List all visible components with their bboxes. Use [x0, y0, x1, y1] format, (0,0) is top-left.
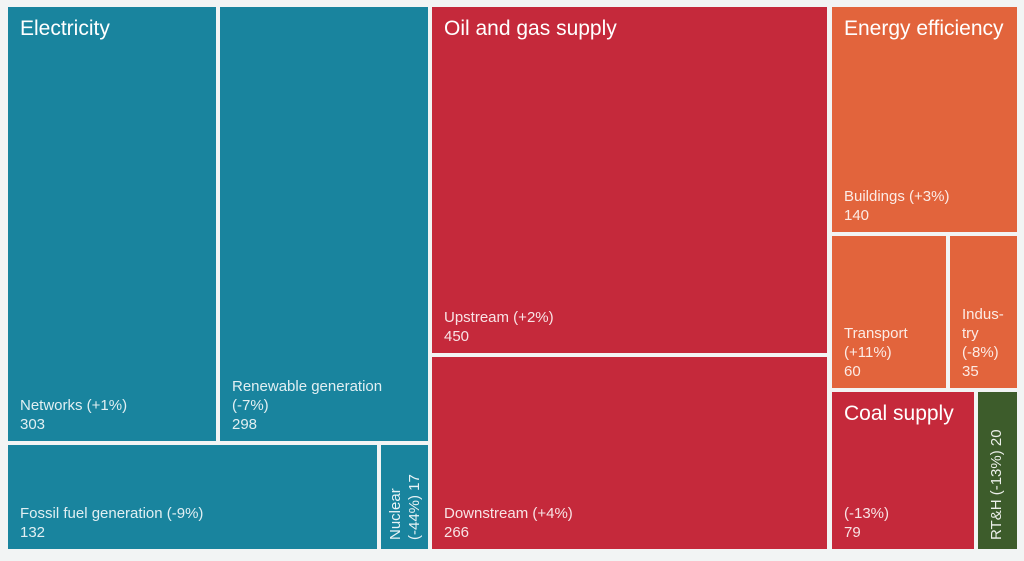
tile-downstream[interactable]: Downstream (+4%) 266 — [432, 357, 827, 549]
tile-buildings[interactable]: Energy efficiency Buildings (+3%) 140 — [832, 7, 1017, 232]
tile-label: Renewable generation (-7%) — [232, 378, 383, 414]
tile-value: 266 — [444, 524, 470, 541]
tile-label: Indus- try (-8%) — [962, 306, 1004, 361]
tile-caption: Fossil fuel generation (-9%) 132 — [20, 504, 372, 542]
group-title-energy-efficiency: Energy efficiency — [844, 17, 1004, 40]
tile-caption: Buildings (+3%) 140 — [844, 187, 1012, 225]
tile-caption: Renewable generation (-7%) 298 — [232, 377, 423, 434]
tile-value: 79 — [844, 524, 861, 541]
tile-label: (-13%) — [844, 505, 890, 522]
tile-label: Fossil fuel generation (-9%) — [20, 505, 204, 522]
tile-value: 298 — [232, 416, 258, 433]
tile-networks[interactable]: Electricity Networks (+1%) 303 — [8, 7, 216, 441]
tile-nuclear[interactable]: Nuclear (-44%) 17 — [381, 445, 428, 549]
tile-caption: (-13%) 79 — [844, 504, 969, 542]
tile-upstream[interactable]: Oil and gas supply Upstream (+2%) 450 — [432, 7, 827, 353]
tile-caption: Upstream (+2%) 450 — [444, 308, 822, 346]
tile-caption: Transport (+11%) 60 — [844, 324, 941, 381]
tile-caption: Indus- try (-8%) 35 — [962, 305, 1012, 381]
tile-transport[interactable]: Transport (+11%) 60 — [832, 236, 946, 388]
tile-rth[interactable]: RT&H (-13%) 20 — [978, 392, 1017, 549]
tile-caption: Networks (+1%) 303 — [20, 396, 211, 434]
tile-fossil-fuel-generation[interactable]: Fossil fuel generation (-9%) 132 — [8, 445, 377, 549]
tile-industry[interactable]: Indus- try (-8%) 35 — [950, 236, 1017, 388]
tile-value: 303 — [20, 416, 46, 433]
tile-value: 35 — [962, 363, 979, 380]
tile-value: 60 — [844, 363, 861, 380]
tile-label: Networks (+1%) — [20, 397, 128, 414]
tile-renewable-generation[interactable]: Renewable generation (-7%) 298 — [220, 7, 428, 441]
tile-label: Upstream (+2%) — [444, 309, 554, 326]
tile-label-vertical: Nuclear (-44%) 17 — [387, 474, 423, 540]
tile-label: Buildings (+3%) — [844, 188, 950, 205]
tile-value: 132 — [20, 524, 46, 541]
tile-label: Transport (+11%) — [844, 325, 908, 361]
tile-value: 140 — [844, 207, 870, 224]
group-title-oil-and-gas: Oil and gas supply — [444, 17, 617, 40]
group-title-coal-supply: Coal supply — [844, 402, 954, 425]
group-title-electricity: Electricity — [20, 17, 110, 40]
tile-coal-supply[interactable]: Coal supply (-13%) 79 — [832, 392, 974, 549]
tile-caption: Downstream (+4%) 266 — [444, 504, 822, 542]
tile-value: 450 — [444, 328, 470, 345]
tile-label-vertical: RT&H (-13%) 20 — [988, 429, 1005, 540]
tile-label: Downstream (+4%) — [444, 505, 573, 522]
